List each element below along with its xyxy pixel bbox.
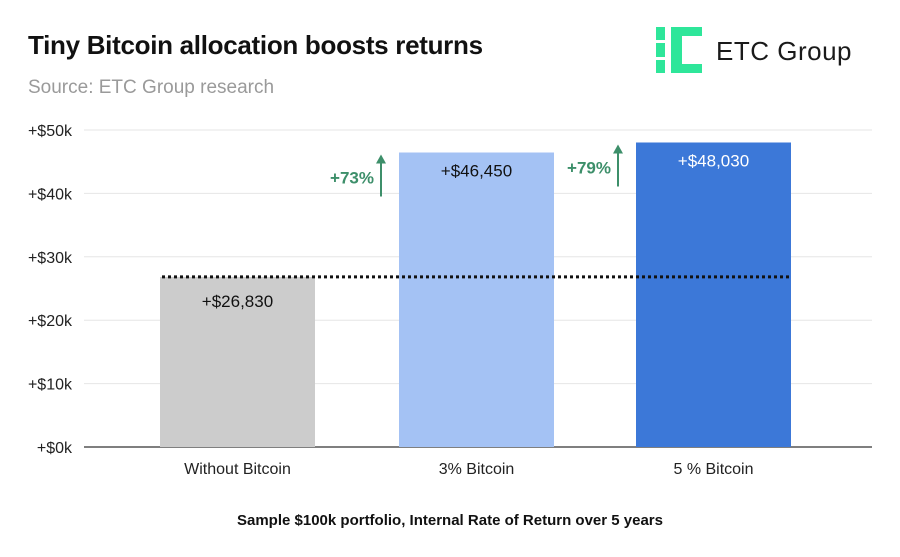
data-label: +$46,450 xyxy=(441,162,512,181)
y-tick-label: +$10k xyxy=(28,377,73,394)
x-tick-label: 3% Bitcoin xyxy=(439,461,515,478)
annotations: +73% +79% xyxy=(330,144,623,197)
y-tick-label: +$0k xyxy=(37,440,73,457)
annotation-label: +73% xyxy=(330,169,374,188)
etc-group-logo: ETC Group xyxy=(656,27,871,73)
bars: +$26,830 +$46,450 +$48,030 xyxy=(160,142,791,447)
data-label: +$26,830 xyxy=(202,292,273,311)
bar xyxy=(636,142,791,447)
y-tick-label: +$40k xyxy=(28,186,73,203)
annotation-arrowhead xyxy=(376,154,386,164)
etc-group-logo-icon xyxy=(656,27,702,73)
x-axis-caption: Sample $100k portfolio, Internal Rate of… xyxy=(237,512,663,529)
chart-title: Tiny Bitcoin allocation boosts returns xyxy=(28,30,483,60)
x-axis: Without Bitcoin 3% Bitcoin 5 % Bitcoin xyxy=(184,461,753,478)
y-axis: +$0k +$10k +$20k +$30k +$40k +$50k xyxy=(28,123,73,457)
x-tick-label: 5 % Bitcoin xyxy=(673,461,753,478)
bar xyxy=(160,276,315,447)
y-tick-label: +$50k xyxy=(28,123,73,140)
bar xyxy=(399,152,554,447)
annotation-label: +79% xyxy=(567,158,611,177)
y-tick-label: +$30k xyxy=(28,250,73,267)
y-tick-label: +$20k xyxy=(28,313,73,330)
logo-text: ETC Group xyxy=(716,36,852,66)
annotation-arrowhead xyxy=(613,144,623,154)
chart-subtitle: Source: ETC Group research xyxy=(28,77,275,98)
x-tick-label: Without Bitcoin xyxy=(184,461,291,478)
data-label: +$48,030 xyxy=(678,151,749,170)
